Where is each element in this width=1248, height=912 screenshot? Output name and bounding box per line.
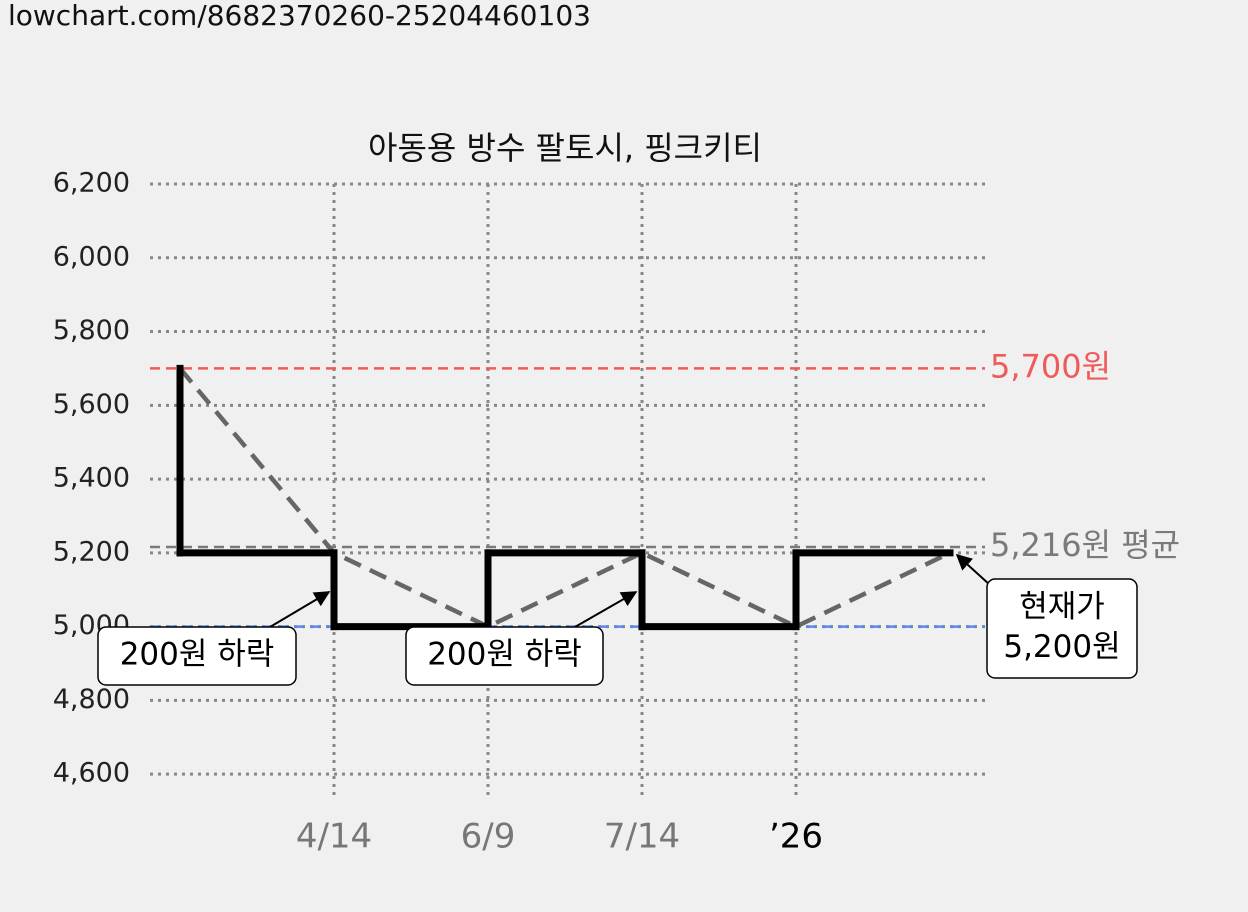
trend-line — [178, 366, 951, 630]
annotation-arrow — [955, 553, 991, 586]
y-tick-label: 5,400 — [53, 463, 130, 494]
annotation-box — [405, 626, 604, 686]
annotation-box — [986, 578, 1138, 679]
annotation-arrow — [574, 591, 638, 628]
y-tick-label: 5,800 — [53, 315, 130, 346]
y-tick-label: 5,200 — [53, 536, 130, 567]
annotation-arrow — [269, 591, 331, 628]
x-tick-label: ’26 — [769, 817, 823, 857]
annotation-text: 200원 하락 — [120, 637, 275, 673]
y-tick-label: 6,200 — [53, 168, 130, 199]
annotation-box — [97, 626, 297, 686]
y-tick-label: 5,600 — [53, 389, 130, 420]
url: lowchart.com/8682370260-25204460103 — [8, 0, 591, 32]
y-tick-label: 4,600 — [53, 758, 130, 789]
chart-title: 아동용 방수 팔토시, 핑크키티 — [368, 129, 762, 167]
annotation-text: 5,200원 — [1003, 629, 1120, 665]
x-tick-label: 6/9 — [461, 817, 516, 857]
x-tick-label: 7/14 — [604, 817, 680, 857]
annotation-text: 200원 하락 — [427, 637, 582, 673]
reference-label: 5,700원 — [990, 347, 1111, 385]
x-tick-label: 4/14 — [296, 817, 372, 857]
y-tick-label: 6,000 — [53, 241, 130, 272]
reference-label: 5,216원 평균 — [990, 526, 1180, 564]
y-tick-label: 4,800 — [53, 684, 130, 715]
annotation-text: 현재가 — [1019, 589, 1105, 625]
